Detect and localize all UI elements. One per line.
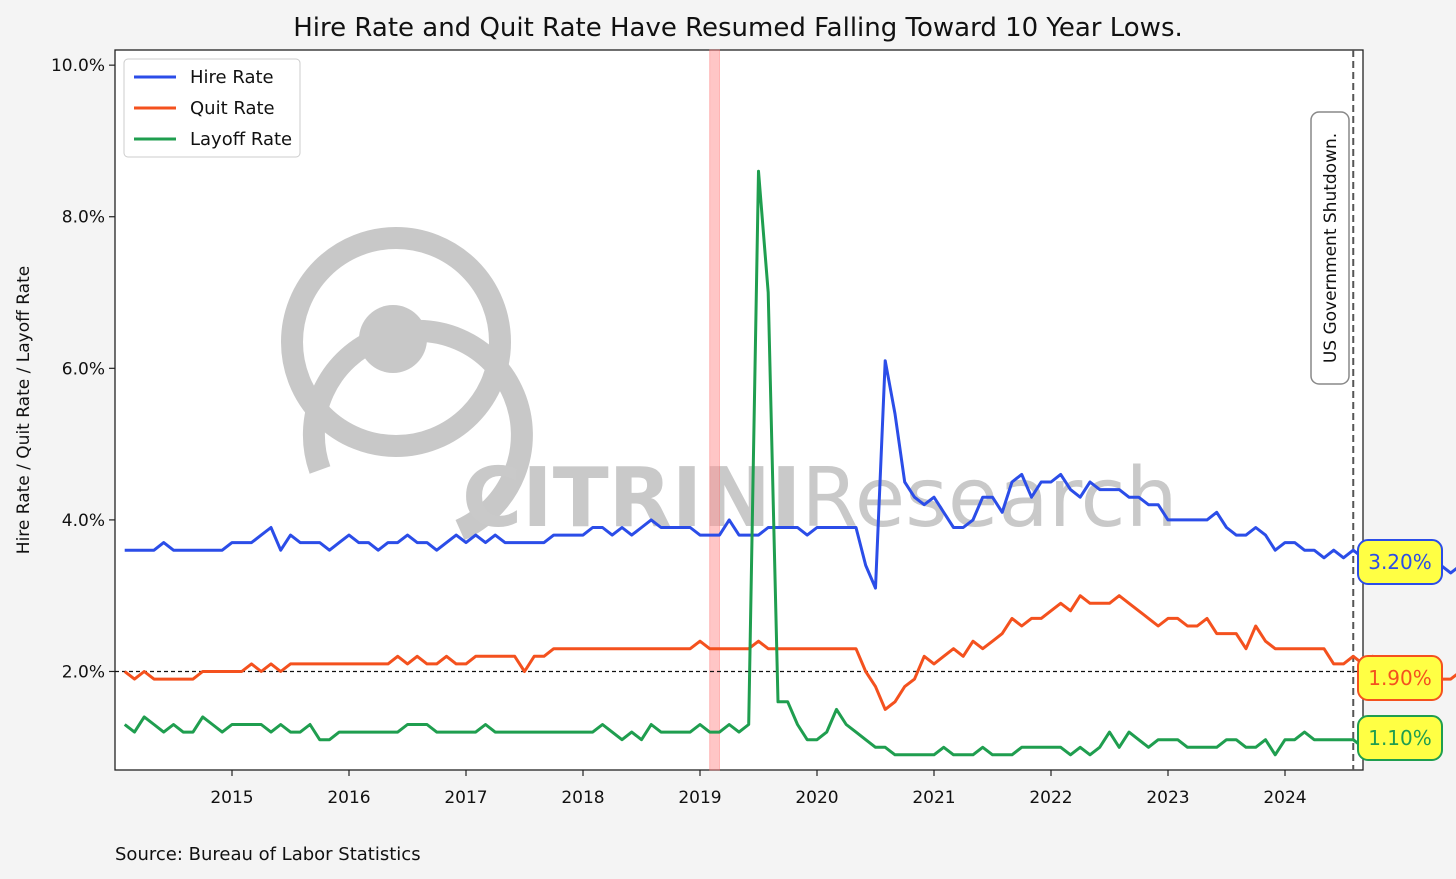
x-tick-label: 2023 bbox=[1146, 788, 1189, 808]
shutdown-label: US Government Shutdown. bbox=[1321, 133, 1341, 363]
x-tick-label: 2019 bbox=[678, 788, 721, 808]
legend: Hire Rate Quit Rate Layoff Rate bbox=[123, 58, 301, 158]
y-tick-label: 4.0% bbox=[62, 511, 105, 531]
callout-value-hire-rate: 3.20% bbox=[1368, 550, 1432, 574]
legend-label-layoff-rate: Layoff Rate bbox=[190, 129, 292, 150]
y-axis-label: Hire Rate / Quit Rate / Layoff Rate bbox=[14, 266, 34, 554]
reference-lines bbox=[115, 50, 1363, 770]
plot-area bbox=[114, 49, 1364, 771]
x-tick-label: 2022 bbox=[1029, 788, 1072, 808]
series-line-hire-rate bbox=[124, 359, 1456, 590]
end-value-callouts: 3.20% 1.90% 1.10% bbox=[1357, 539, 1443, 761]
legend-label-hire-rate: Hire Rate bbox=[190, 67, 274, 88]
svg-text:CITRINIResearch: CITRINIResearch bbox=[462, 451, 1178, 546]
source-note: Source: Bureau of Labor Statistics bbox=[115, 844, 421, 865]
callout-box-hire-rate bbox=[1357, 539, 1443, 585]
x-axis: 2015 2016 2017 2018 2019 2020 2021 2022 2023 2024 bbox=[210, 770, 1307, 808]
callout-value-layoff-rate: 1.10% bbox=[1368, 726, 1432, 750]
recession-shading bbox=[709, 49, 720, 771]
callout-box-layoff-rate bbox=[1357, 715, 1443, 761]
x-tick-label: 2015 bbox=[210, 788, 253, 808]
chart-title: Hire Rate and Quit Rate Have Resumed Fal… bbox=[293, 13, 1183, 43]
shaded-region bbox=[709, 49, 720, 771]
x-tick-label: 2024 bbox=[1263, 788, 1306, 808]
x-tick-label: 2018 bbox=[561, 788, 604, 808]
legend-box bbox=[123, 58, 301, 158]
y-tick-label: 10.0% bbox=[51, 56, 105, 76]
y-tick-label: 8.0% bbox=[62, 208, 105, 228]
series-line-layoff-rate bbox=[123, 169, 1412, 757]
x-tick-label: 2016 bbox=[327, 788, 370, 808]
callout-value-quit-rate: 1.90% bbox=[1368, 666, 1432, 690]
y-tick-label: 6.0% bbox=[62, 359, 105, 379]
x-tick-label: 2021 bbox=[912, 788, 955, 808]
x-tick-label: 2020 bbox=[795, 788, 838, 808]
shutdown-annotation: US Government Shutdown. bbox=[1310, 111, 1350, 385]
series-line-quit-rate bbox=[123, 594, 1456, 711]
series-lines bbox=[123, 169, 1456, 757]
callout-box-quit-rate bbox=[1357, 655, 1443, 701]
x-tick-label: 2017 bbox=[444, 788, 487, 808]
legend-label-quit-rate: Quit Rate bbox=[190, 98, 275, 119]
y-tick-label: 2.0% bbox=[62, 662, 105, 682]
y-axis: 2.0% 4.0% 6.0% 8.0% 10.0% bbox=[51, 56, 115, 682]
